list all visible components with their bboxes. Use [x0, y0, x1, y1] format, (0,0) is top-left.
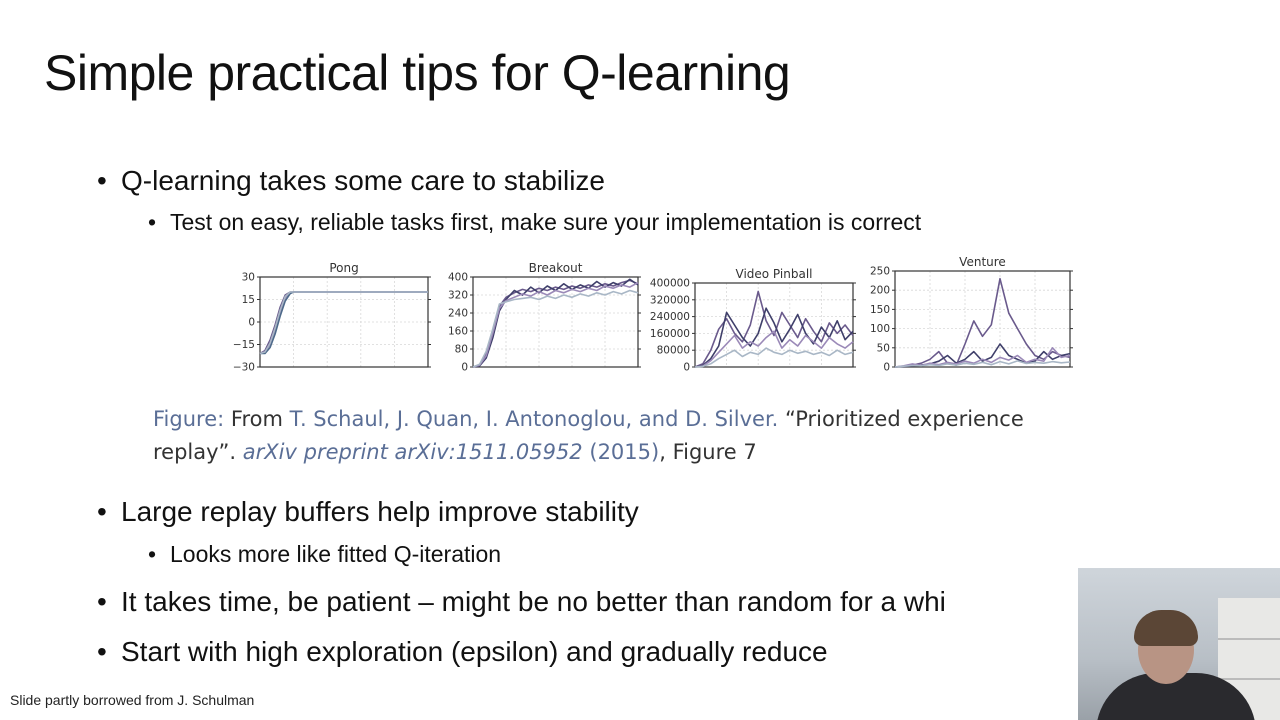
caption-title-part1: “Prioritized experience: [785, 407, 1024, 431]
y-tick-label: 320: [448, 290, 468, 302]
bullet-high-exploration: Start with high exploration (epsilon) an…: [97, 636, 828, 668]
chart-title-2: Video Pinball: [736, 267, 813, 281]
chart-1-series-0: [472, 279, 639, 368]
figure-caption-line2: replay”. arXiv preprint arXiv:1511.05952…: [153, 440, 757, 464]
y-tick-label: 0: [248, 317, 255, 329]
sub-bullet-fitted-q-iteration: Looks more like fitted Q-iteration: [148, 541, 501, 568]
y-tick-label: 200: [870, 285, 890, 297]
y-tick-label: 30: [242, 272, 255, 284]
chart-frame-3: [894, 270, 1071, 368]
chart-title-0: Pong: [329, 261, 358, 275]
caption-figure-ref: , Figure 7: [659, 440, 757, 464]
y-tick-label: −30: [233, 362, 255, 374]
sub-bullet-test-easy-tasks: Test on easy, reliable tasks first, make…: [148, 209, 921, 236]
chart-1-series-3: [472, 289, 639, 368]
chart-0-series-3: [259, 291, 428, 355]
y-tick-label: 400: [448, 272, 468, 284]
y-tick-label: 0: [883, 362, 890, 374]
bullet-large-replay-buffers: Large replay buffers help improve stabil…: [97, 496, 639, 528]
y-tick-label: 160: [448, 326, 468, 338]
y-tick-label: 160000: [650, 328, 690, 340]
caption-label: Figure:: [153, 407, 225, 431]
chart-3-series-2: [894, 347, 1071, 368]
y-tick-label: 400000: [650, 278, 690, 290]
chart-2-series-3: [694, 347, 854, 368]
chart-2-series-0: [694, 290, 854, 368]
y-tick-label: 320000: [650, 294, 690, 306]
chart-frame-2: [694, 282, 854, 368]
y-tick-label: 240000: [650, 311, 690, 323]
y-tick-label: 240: [448, 308, 468, 320]
y-tick-label: 0: [461, 362, 468, 374]
webcam-person-hair: [1134, 610, 1198, 646]
y-tick-label: 80000: [657, 345, 690, 357]
y-tick-label: 0: [683, 362, 690, 374]
y-tick-label: −15: [233, 339, 255, 351]
footer-credit: Slide partly borrowed from J. Schulman: [10, 692, 255, 708]
chart-2-series-1: [694, 307, 854, 368]
y-tick-label: 100: [870, 323, 890, 335]
y-tick-label: 150: [870, 304, 890, 316]
bullet-q-learning-care: Q-learning takes some care to stabilize: [97, 165, 605, 197]
slide-title: Simple practical tips for Q-learning: [44, 45, 791, 101]
y-tick-label: 15: [242, 294, 255, 306]
chart-title-3: Venture: [959, 255, 1006, 269]
y-tick-label: 50: [877, 342, 890, 354]
caption-venue: arXiv preprint arXiv:1511.05952: [242, 440, 583, 464]
chart-2-series-2: [694, 330, 854, 368]
caption-title-part2: replay”.: [153, 440, 237, 464]
webcam-overlay: [1078, 568, 1280, 720]
chart-1-series-2: [472, 281, 639, 368]
chart-3-series-3: [894, 360, 1071, 368]
y-tick-label: 80: [455, 344, 468, 356]
bullet-be-patient: It takes time, be patient – might be no …: [97, 586, 946, 618]
caption-from: From: [230, 407, 283, 431]
chart-1-series-1: [472, 278, 639, 368]
chart-3-series-0: [894, 277, 1071, 368]
caption-authors: T. Schaul, J. Quan, I. Antonoglou, and D…: [289, 407, 779, 431]
y-tick-label: 250: [870, 266, 890, 278]
caption-year: (2015): [589, 440, 660, 464]
chart-frame-1: [472, 276, 639, 368]
chart-title-1: Breakout: [529, 261, 583, 275]
figure-charts: 30150−15−30Pong400320240160800Breakout40…: [233, 255, 1073, 374]
figure-caption-line1: Figure: From T. Schaul, J. Quan, I. Anto…: [153, 407, 1024, 431]
